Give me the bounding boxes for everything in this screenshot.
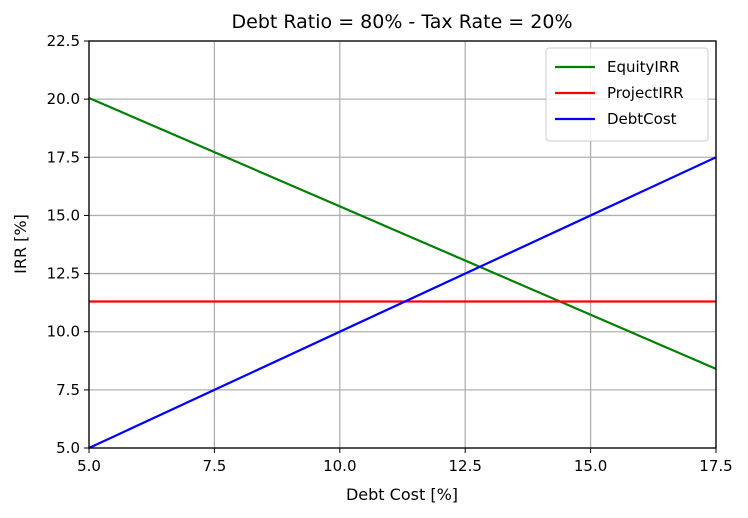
legend-label-debtcost: DebtCost (607, 110, 677, 128)
y-tick-label: 7.5 (56, 381, 80, 399)
x-tick-label: 12.5 (448, 457, 481, 475)
x-tick-label: 7.5 (202, 457, 226, 475)
x-axis: 5.0 7.5 10.0 12.5 15.0 17.5 (77, 448, 733, 475)
y-tick-label: 20.0 (47, 90, 80, 108)
series-line-equityirr (88, 96, 717, 370)
legend: EquityIRR ProjectIRR DebtCost (545, 47, 709, 142)
y-axis-title: IRR [%] (11, 214, 30, 274)
legend-label-projectirr: ProjectIRR (607, 84, 684, 102)
x-axis-title: Debt Cost [%] (346, 485, 458, 504)
plot-frame (88, 40, 717, 449)
x-tick-label: 10.0 (323, 457, 356, 475)
chart-title: Debt Ratio = 80% - Tax Rate = 20% (232, 11, 573, 33)
series-line-debtcost (88, 156, 717, 449)
y-tick-label: 5.0 (56, 439, 80, 457)
y-tick-label: 15.0 (47, 206, 80, 224)
y-tick-label: 12.5 (47, 265, 80, 283)
y-axis: 5.0 7.5 10.0 12.5 15.0 17.5 20.0 22.5 (47, 32, 89, 457)
series-layer (88, 96, 717, 449)
y-tick-label: 17.5 (47, 148, 80, 166)
y-tick-label: 10.0 (47, 323, 80, 341)
legend-label-equityirr: EquityIRR (607, 58, 680, 76)
legend-box (545, 47, 709, 142)
x-tick-label: 17.5 (699, 457, 732, 475)
x-tick-label: 15.0 (574, 457, 607, 475)
y-tick-label: 22.5 (47, 32, 80, 50)
x-tick-label: 5.0 (77, 457, 101, 475)
